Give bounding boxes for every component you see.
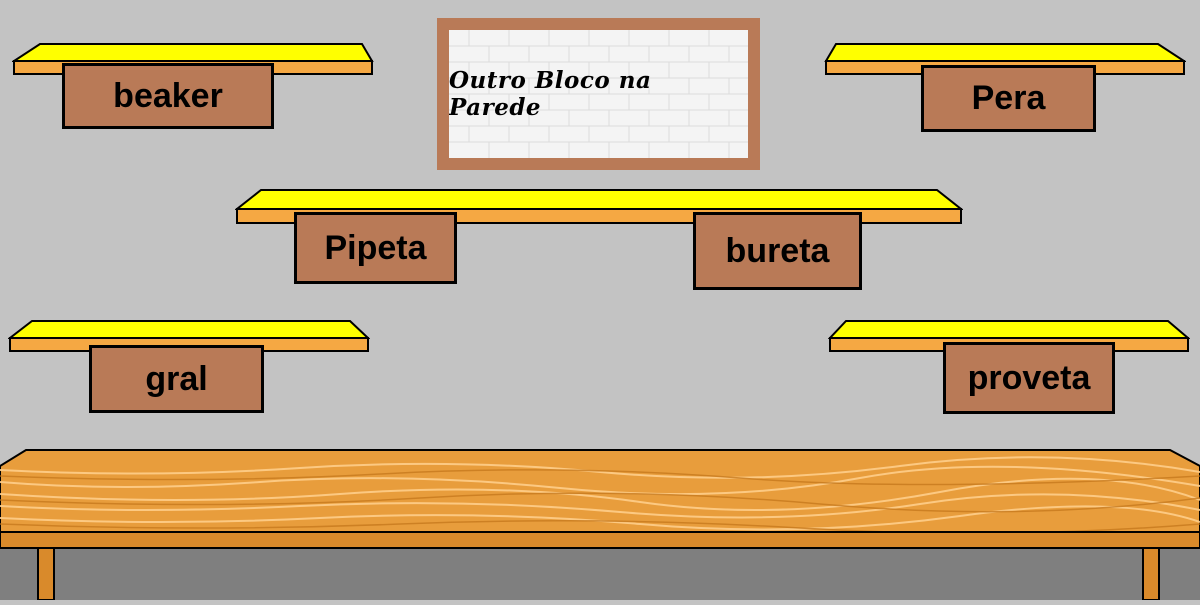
brick-wall-picture: Outro Bloco na Parede: [449, 30, 748, 158]
word-block-pipeta[interactable]: Pipeta: [294, 212, 457, 284]
word-block-bureta[interactable]: bureta: [693, 212, 862, 290]
wall-sign-frame: Outro Bloco na Parede: [437, 18, 760, 170]
word-block-proveta[interactable]: proveta: [943, 342, 1115, 414]
wooden-table: [0, 448, 1200, 601]
brick-pattern: [449, 30, 748, 158]
word-block-pera[interactable]: Pera: [921, 65, 1096, 132]
floor: [0, 545, 1200, 600]
wall-sign-title: Outro Bloco na Parede: [449, 67, 652, 121]
word-block-beaker[interactable]: beaker: [62, 63, 274, 129]
word-block-gral[interactable]: gral: [89, 345, 264, 413]
